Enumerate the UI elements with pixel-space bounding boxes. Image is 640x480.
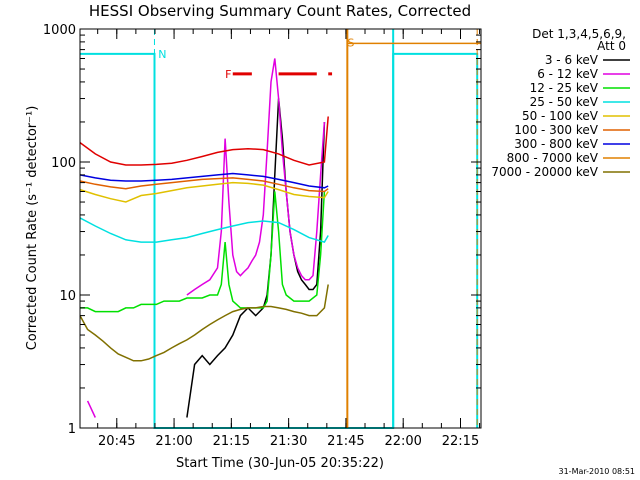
x-tick-label: 20:45 — [98, 434, 135, 449]
x-tick-label: 21:30 — [270, 434, 307, 449]
legend-header-detectors: Det 1,3,4,5,6,9, — [532, 27, 626, 41]
x-tick-label: 22:00 — [384, 434, 421, 449]
x-tick-label: 22:15 — [442, 434, 479, 449]
series-line-300-800-kev — [79, 172, 329, 189]
x-tick-label: 21:15 — [213, 434, 250, 449]
legend-label-800-7000-kev: 800 - 7000 keV — [507, 151, 599, 165]
annotation-s: S — [347, 37, 354, 50]
series-line-6-12-kev — [86, 58, 326, 418]
legend-label-3-6-kev: 3 - 6 keV — [545, 53, 599, 67]
plot-area: N F S — [79, 29, 481, 429]
series-line-25-50-kev — [79, 217, 329, 243]
legend-label-25-50-kev: 25 - 50 keV — [530, 95, 599, 109]
series-line-100-300-kev — [79, 177, 329, 193]
x-tick-label: 21:45 — [327, 434, 364, 449]
x-axis-label: Start Time (30-Jun-05 20:35:22) — [176, 456, 384, 471]
plot-frame — [79, 28, 482, 429]
series-line-7000-20000-kev — [79, 284, 329, 362]
legend-label-7000-20000-kev: 7000 - 20000 keV — [491, 165, 598, 179]
series-line-50-100-kev — [79, 181, 329, 203]
y-tick-label-1000: 1000 — [43, 23, 76, 38]
legend-label-50-100-kev: 50 - 100 keV — [522, 109, 599, 123]
y-axis-label: Corrected Count Rate (s⁻¹ detector⁻¹) — [25, 106, 40, 351]
chart-title: HESSI Observing Summary Count Rates, Cor… — [89, 2, 471, 20]
x-tick-label: 21:00 — [155, 434, 192, 449]
legend-header-attenuator: Att 0 — [597, 39, 626, 53]
legend-label-6-12-kev: 6 - 12 keV — [537, 67, 599, 81]
timestamp: 31-Mar-2010 08:51 — [559, 467, 636, 476]
series-line-12-25-kev — [80, 191, 326, 313]
y-tick-label-1: 1 — [68, 422, 76, 437]
y-tick-label-10: 10 — [59, 289, 76, 304]
legend-label-12-25-kev: 12 - 25 keV — [530, 81, 599, 95]
y-tick-label-100: 100 — [51, 156, 76, 171]
legend-label-300-800-kev: 300 - 800 keV — [514, 137, 598, 151]
annotation-f: F — [225, 68, 231, 81]
series-line-3-6-kev — [186, 98, 326, 418]
legend-label-100-300-kev: 100 - 300 keV — [514, 123, 598, 137]
series-line-red-total — [79, 116, 329, 166]
annotation-n: N — [158, 48, 166, 61]
